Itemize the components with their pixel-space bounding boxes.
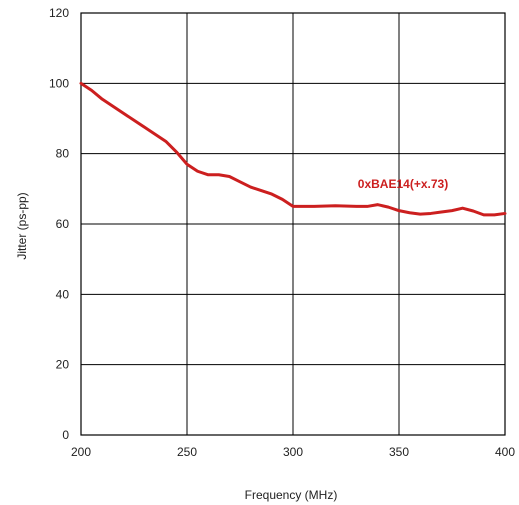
x-tick-label-400: 400 bbox=[495, 445, 515, 459]
x-tick-label-250: 250 bbox=[177, 445, 197, 459]
y-tick-label-60: 60 bbox=[56, 217, 70, 231]
y-tick-label-100: 100 bbox=[49, 76, 69, 90]
y-tick-label-80: 80 bbox=[56, 147, 70, 161]
x-axis-label: Frequency (MHz) bbox=[245, 488, 338, 502]
y-tick-label-40: 40 bbox=[56, 287, 70, 301]
x-tick-label-300: 300 bbox=[283, 445, 303, 459]
x-axis-ticks: 200 250 300 350 400 bbox=[71, 445, 515, 459]
series-label: 0xBAE14(+x.73) bbox=[358, 177, 448, 191]
x-tick-label-350: 350 bbox=[389, 445, 409, 459]
y-tick-label-0: 0 bbox=[62, 428, 69, 442]
grid-lines bbox=[80, 12, 506, 436]
series-line-0 bbox=[79, 81, 507, 217]
y-axis-label: Jitter (ps-pp) bbox=[15, 192, 29, 259]
y-tick-label-20: 20 bbox=[56, 358, 70, 372]
y-axis-ticks: 0 20 40 60 80 100 120 bbox=[49, 6, 69, 442]
x-tick-label-200: 200 bbox=[71, 445, 91, 459]
y-tick-label-120: 120 bbox=[49, 6, 69, 20]
series-layer bbox=[79, 81, 507, 217]
plot-area bbox=[80, 12, 506, 436]
